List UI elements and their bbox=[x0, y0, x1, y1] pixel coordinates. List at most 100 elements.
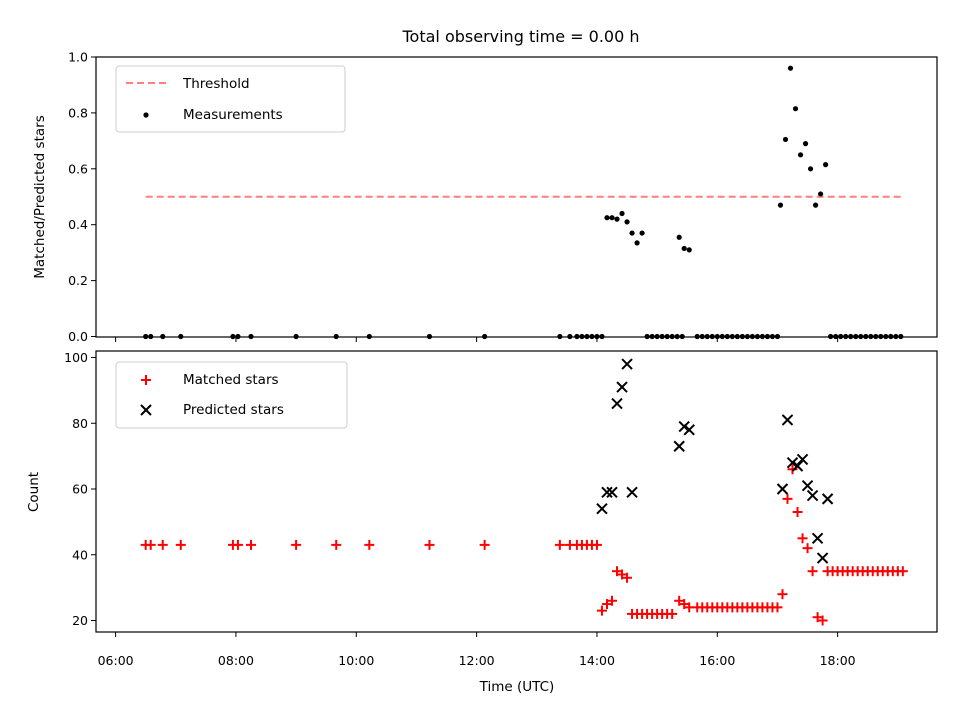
predicted-point bbox=[601, 486, 613, 498]
measurement-point bbox=[614, 216, 620, 222]
count-y-axis-label: Count bbox=[26, 472, 42, 512]
measurement-point bbox=[619, 210, 625, 217]
matched-point bbox=[674, 595, 685, 606]
predicted-point bbox=[621, 358, 633, 370]
count-x-axis: 06:00 08:00 10:00 12:00 14:00 16:00 18:00 bbox=[98, 632, 856, 668]
count-x-tick-label: 18:00 bbox=[820, 653, 856, 668]
predicted-legend-marker bbox=[140, 404, 152, 416]
ratio-y-tick-label: 0.8 bbox=[68, 105, 88, 120]
count-x-tick-label: 14:00 bbox=[579, 653, 615, 668]
matched-point bbox=[157, 539, 168, 550]
predicted-point bbox=[611, 397, 623, 410]
measurements-legend-swatch bbox=[143, 112, 149, 118]
measurements-legend-label: Measurements bbox=[183, 107, 283, 123]
predicted-point bbox=[811, 532, 824, 545]
predicted-point bbox=[776, 483, 789, 495]
predicted-legend-swatch bbox=[140, 404, 152, 416]
count-y-axis: 20 40 60 80 100 bbox=[64, 350, 96, 628]
matched-point bbox=[245, 539, 256, 550]
measurement-point bbox=[823, 162, 829, 168]
predicted-point bbox=[791, 460, 804, 472]
ratio-y-tick-label: 0.6 bbox=[68, 161, 88, 176]
threshold-legend-label: Threshold bbox=[182, 76, 250, 92]
predicted-point bbox=[781, 414, 794, 426]
matched-point bbox=[291, 539, 302, 550]
count-x-tick-label: 16:00 bbox=[699, 653, 735, 668]
count-y-tick-label: 20 bbox=[72, 613, 88, 628]
count-x-tick-label: 06:00 bbox=[98, 653, 134, 668]
predicted-point bbox=[626, 486, 638, 498]
matched-point bbox=[364, 539, 375, 550]
matched-legend-label: Matched stars bbox=[183, 372, 279, 388]
ratio-y-axis: 0.0 0.2 0.4 0.6 0.8 1.0 bbox=[68, 50, 96, 344]
predicted-point bbox=[786, 456, 799, 469]
matched-point bbox=[679, 599, 690, 610]
matched-point bbox=[667, 608, 678, 619]
predicted-point bbox=[683, 424, 695, 436]
measurement-point bbox=[686, 247, 692, 253]
matched-point bbox=[612, 566, 623, 577]
ratio-plot-frame bbox=[95, 56, 938, 338]
predicted-point bbox=[596, 503, 608, 515]
predicted-point bbox=[816, 552, 829, 564]
predicted-point bbox=[678, 420, 690, 433]
measurement-point bbox=[676, 234, 682, 240]
matched-point bbox=[897, 566, 908, 577]
count-plot-frame bbox=[95, 350, 938, 633]
matched-point bbox=[607, 595, 618, 606]
matched-legend-marker bbox=[141, 375, 151, 385]
ratio-y-tick-label: 0.2 bbox=[68, 273, 88, 288]
matched-point bbox=[232, 539, 243, 550]
measurement-point bbox=[787, 65, 794, 71]
measurement-point bbox=[624, 219, 630, 225]
count-x-axis-label: Time (UTC) bbox=[479, 679, 555, 695]
measurement-point bbox=[604, 215, 610, 221]
count-x-tick-label: 10:00 bbox=[338, 653, 374, 668]
matched-point bbox=[617, 569, 628, 580]
predicted-point bbox=[796, 453, 809, 466]
measurement-point bbox=[609, 215, 615, 221]
matched-point bbox=[591, 539, 602, 550]
measurement-point bbox=[797, 152, 804, 158]
matched-point bbox=[782, 493, 793, 504]
count-y-tick-label: 100 bbox=[64, 350, 88, 365]
count-legend: Matched stars Predicted stars bbox=[115, 361, 348, 429]
ratio-y-tick-label: 0.0 bbox=[68, 329, 88, 344]
matched-point bbox=[622, 572, 633, 583]
count-y-tick-label: 60 bbox=[72, 482, 88, 497]
matched-point bbox=[807, 566, 818, 577]
matched-point bbox=[554, 539, 565, 550]
matched-point bbox=[817, 615, 828, 626]
matched-point bbox=[792, 507, 803, 518]
predicted-point bbox=[606, 486, 618, 498]
count-chart: 20 40 60 80 100 06:00 08:00 10:00 12:00 14:00 16:… bbox=[26, 350, 938, 695]
ratio-y-tick-label: 1.0 bbox=[68, 50, 88, 65]
predicted-point bbox=[616, 381, 628, 393]
measurement-point bbox=[817, 191, 824, 197]
measurement-point bbox=[807, 166, 814, 172]
predicted-point bbox=[806, 489, 819, 502]
matched-point bbox=[797, 533, 808, 544]
measurement-point bbox=[634, 240, 640, 246]
measurement-point bbox=[802, 141, 809, 147]
matched-point bbox=[424, 539, 435, 550]
matched-point bbox=[596, 605, 607, 616]
count-legend-box bbox=[115, 361, 348, 429]
measurement-point bbox=[777, 202, 784, 208]
count-x-tick-label: 08:00 bbox=[218, 653, 254, 668]
measurement-point bbox=[639, 230, 645, 236]
matched-point bbox=[787, 464, 798, 475]
measurement-point bbox=[629, 230, 635, 236]
count-y-tick-label: 80 bbox=[72, 416, 88, 431]
ratio-x-axis bbox=[115, 337, 839, 342]
matched-point bbox=[777, 589, 788, 600]
matched-point bbox=[145, 539, 156, 550]
ratio-y-tick-label: 0.4 bbox=[68, 217, 88, 232]
ratio-legend-box bbox=[115, 65, 346, 133]
count-x-tick-label: 12:00 bbox=[459, 653, 495, 668]
count-y-tick-label: 40 bbox=[72, 547, 88, 562]
matched-legend-swatch bbox=[141, 375, 151, 385]
measurement-point bbox=[782, 136, 789, 143]
predicted-point bbox=[801, 480, 814, 492]
